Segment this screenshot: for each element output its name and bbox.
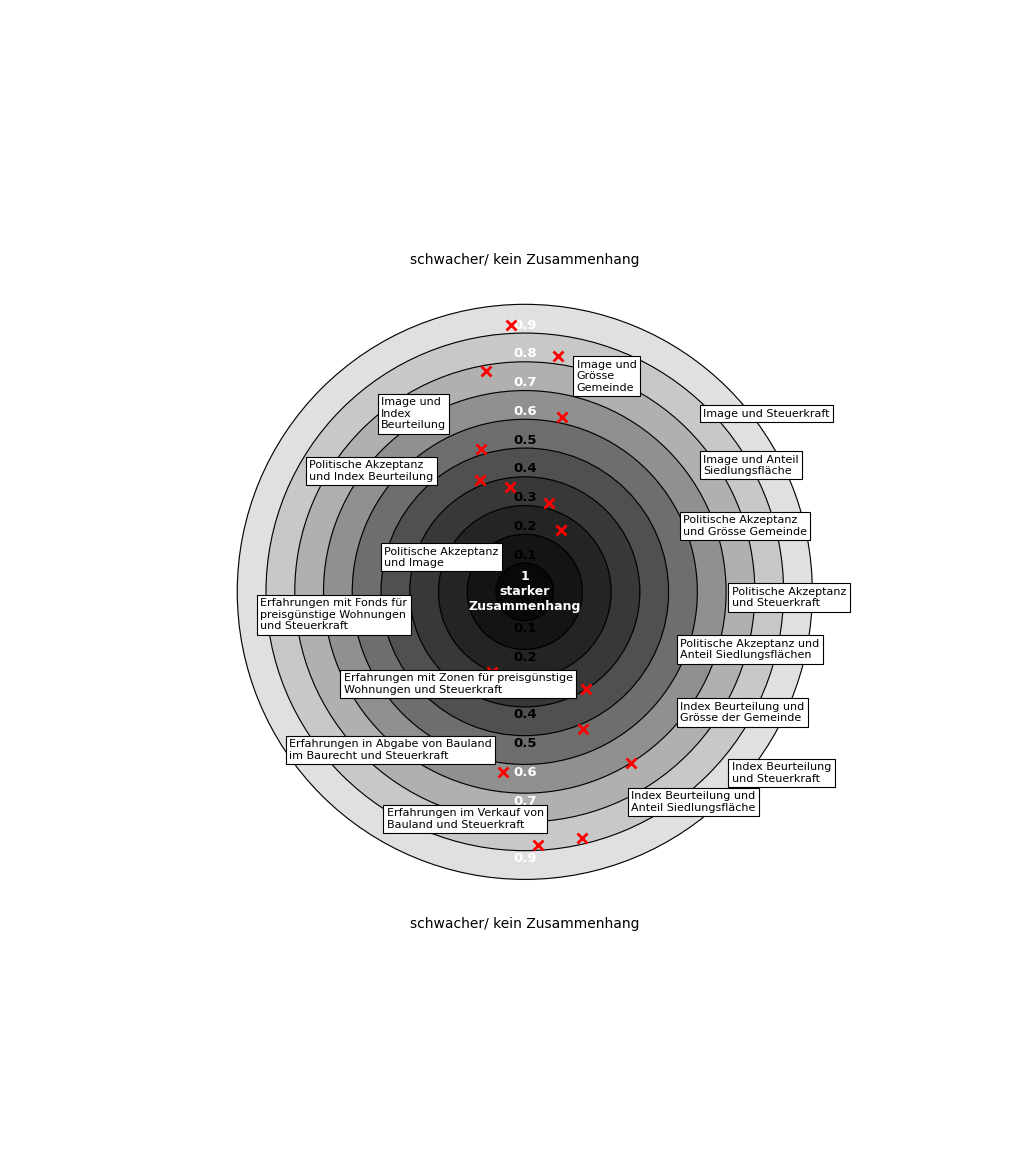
Text: 0.1: 0.1 <box>513 622 537 635</box>
Circle shape <box>381 448 669 736</box>
Text: 0.4: 0.4 <box>513 708 537 721</box>
Text: Politische Akzeptanz
und Index Beurteilung: Politische Akzeptanz und Index Beurteilu… <box>309 461 433 482</box>
Text: Politische Akzeptanz und
Anteil Siedlungsflächen: Politische Akzeptanz und Anteil Siedlung… <box>680 639 819 660</box>
Text: 0.3: 0.3 <box>513 680 537 693</box>
Text: 0.9: 0.9 <box>513 319 537 332</box>
Text: 0.5: 0.5 <box>513 737 537 750</box>
Text: Index Beurteilung und
Grösse der Gemeinde: Index Beurteilung und Grösse der Gemeind… <box>680 702 804 723</box>
Text: Image und
Grösse
Gemeinde: Image und Grösse Gemeinde <box>577 360 637 393</box>
Text: 0.3: 0.3 <box>513 491 537 504</box>
Text: Politische Akzeptanz
und Steuerkraft: Politische Akzeptanz und Steuerkraft <box>732 587 846 608</box>
Text: 0.8: 0.8 <box>513 823 537 837</box>
Circle shape <box>266 333 783 851</box>
Text: Erfahrungen mit Zonen für preisgünstige
Wohnungen und Steuerkraft: Erfahrungen mit Zonen für preisgünstige … <box>344 673 572 695</box>
Text: schwacher/ kein Zusammenhang: schwacher/ kein Zusammenhang <box>410 917 640 931</box>
Text: 0.6: 0.6 <box>513 765 537 779</box>
Text: 0.6: 0.6 <box>513 404 537 418</box>
Text: 0.4: 0.4 <box>513 463 537 476</box>
Text: Image und Anteil
Siedlungsfläche: Image und Anteil Siedlungsfläche <box>703 455 799 476</box>
Circle shape <box>438 505 611 679</box>
Text: 0.9: 0.9 <box>513 852 537 865</box>
Text: Erfahrungen im Verkauf von
Bauland und Steuerkraft: Erfahrungen im Verkauf von Bauland und S… <box>387 809 544 830</box>
Text: Erfahrungen mit Fonds für
preisgünstige Wohnungen
und Steuerkraft: Erfahrungen mit Fonds für preisgünstige … <box>260 598 408 632</box>
Text: Politische Akzeptanz
und Image: Politische Akzeptanz und Image <box>384 546 499 568</box>
Text: Image und
Index
Beurteilung: Image und Index Beurteilung <box>381 397 446 430</box>
Circle shape <box>410 477 640 707</box>
Text: Index Beurteilung und
Anteil Siedlungsfläche: Index Beurteilung und Anteil Siedlungsfl… <box>631 791 756 812</box>
Circle shape <box>324 390 726 793</box>
Circle shape <box>467 534 583 649</box>
Text: 0.1: 0.1 <box>513 548 537 561</box>
Text: 0.8: 0.8 <box>513 347 537 361</box>
Text: 1
starker
Zusammenhang: 1 starker Zusammenhang <box>469 571 581 613</box>
Text: Politische Akzeptanz
und Grösse Gemeinde: Politische Akzeptanz und Grösse Gemeinde <box>683 515 807 537</box>
Circle shape <box>496 563 554 621</box>
Circle shape <box>295 362 755 822</box>
Text: 0.7: 0.7 <box>513 376 537 389</box>
Circle shape <box>352 420 697 764</box>
Text: 0.7: 0.7 <box>513 795 537 808</box>
Text: Image und Steuerkraft: Image und Steuerkraft <box>703 409 829 418</box>
Text: 0.5: 0.5 <box>513 434 537 447</box>
Text: Index Beurteilung
und Steuerkraft: Index Beurteilung und Steuerkraft <box>732 762 831 784</box>
Circle shape <box>238 305 812 879</box>
Text: schwacher/ kein Zusammenhang: schwacher/ kein Zusammenhang <box>410 253 640 267</box>
Text: Erfahrungen in Abgabe von Bauland
im Baurecht und Steuerkraft: Erfahrungen in Abgabe von Bauland im Bau… <box>289 740 492 761</box>
Text: 0.2: 0.2 <box>513 650 537 663</box>
Text: 0.2: 0.2 <box>513 520 537 533</box>
